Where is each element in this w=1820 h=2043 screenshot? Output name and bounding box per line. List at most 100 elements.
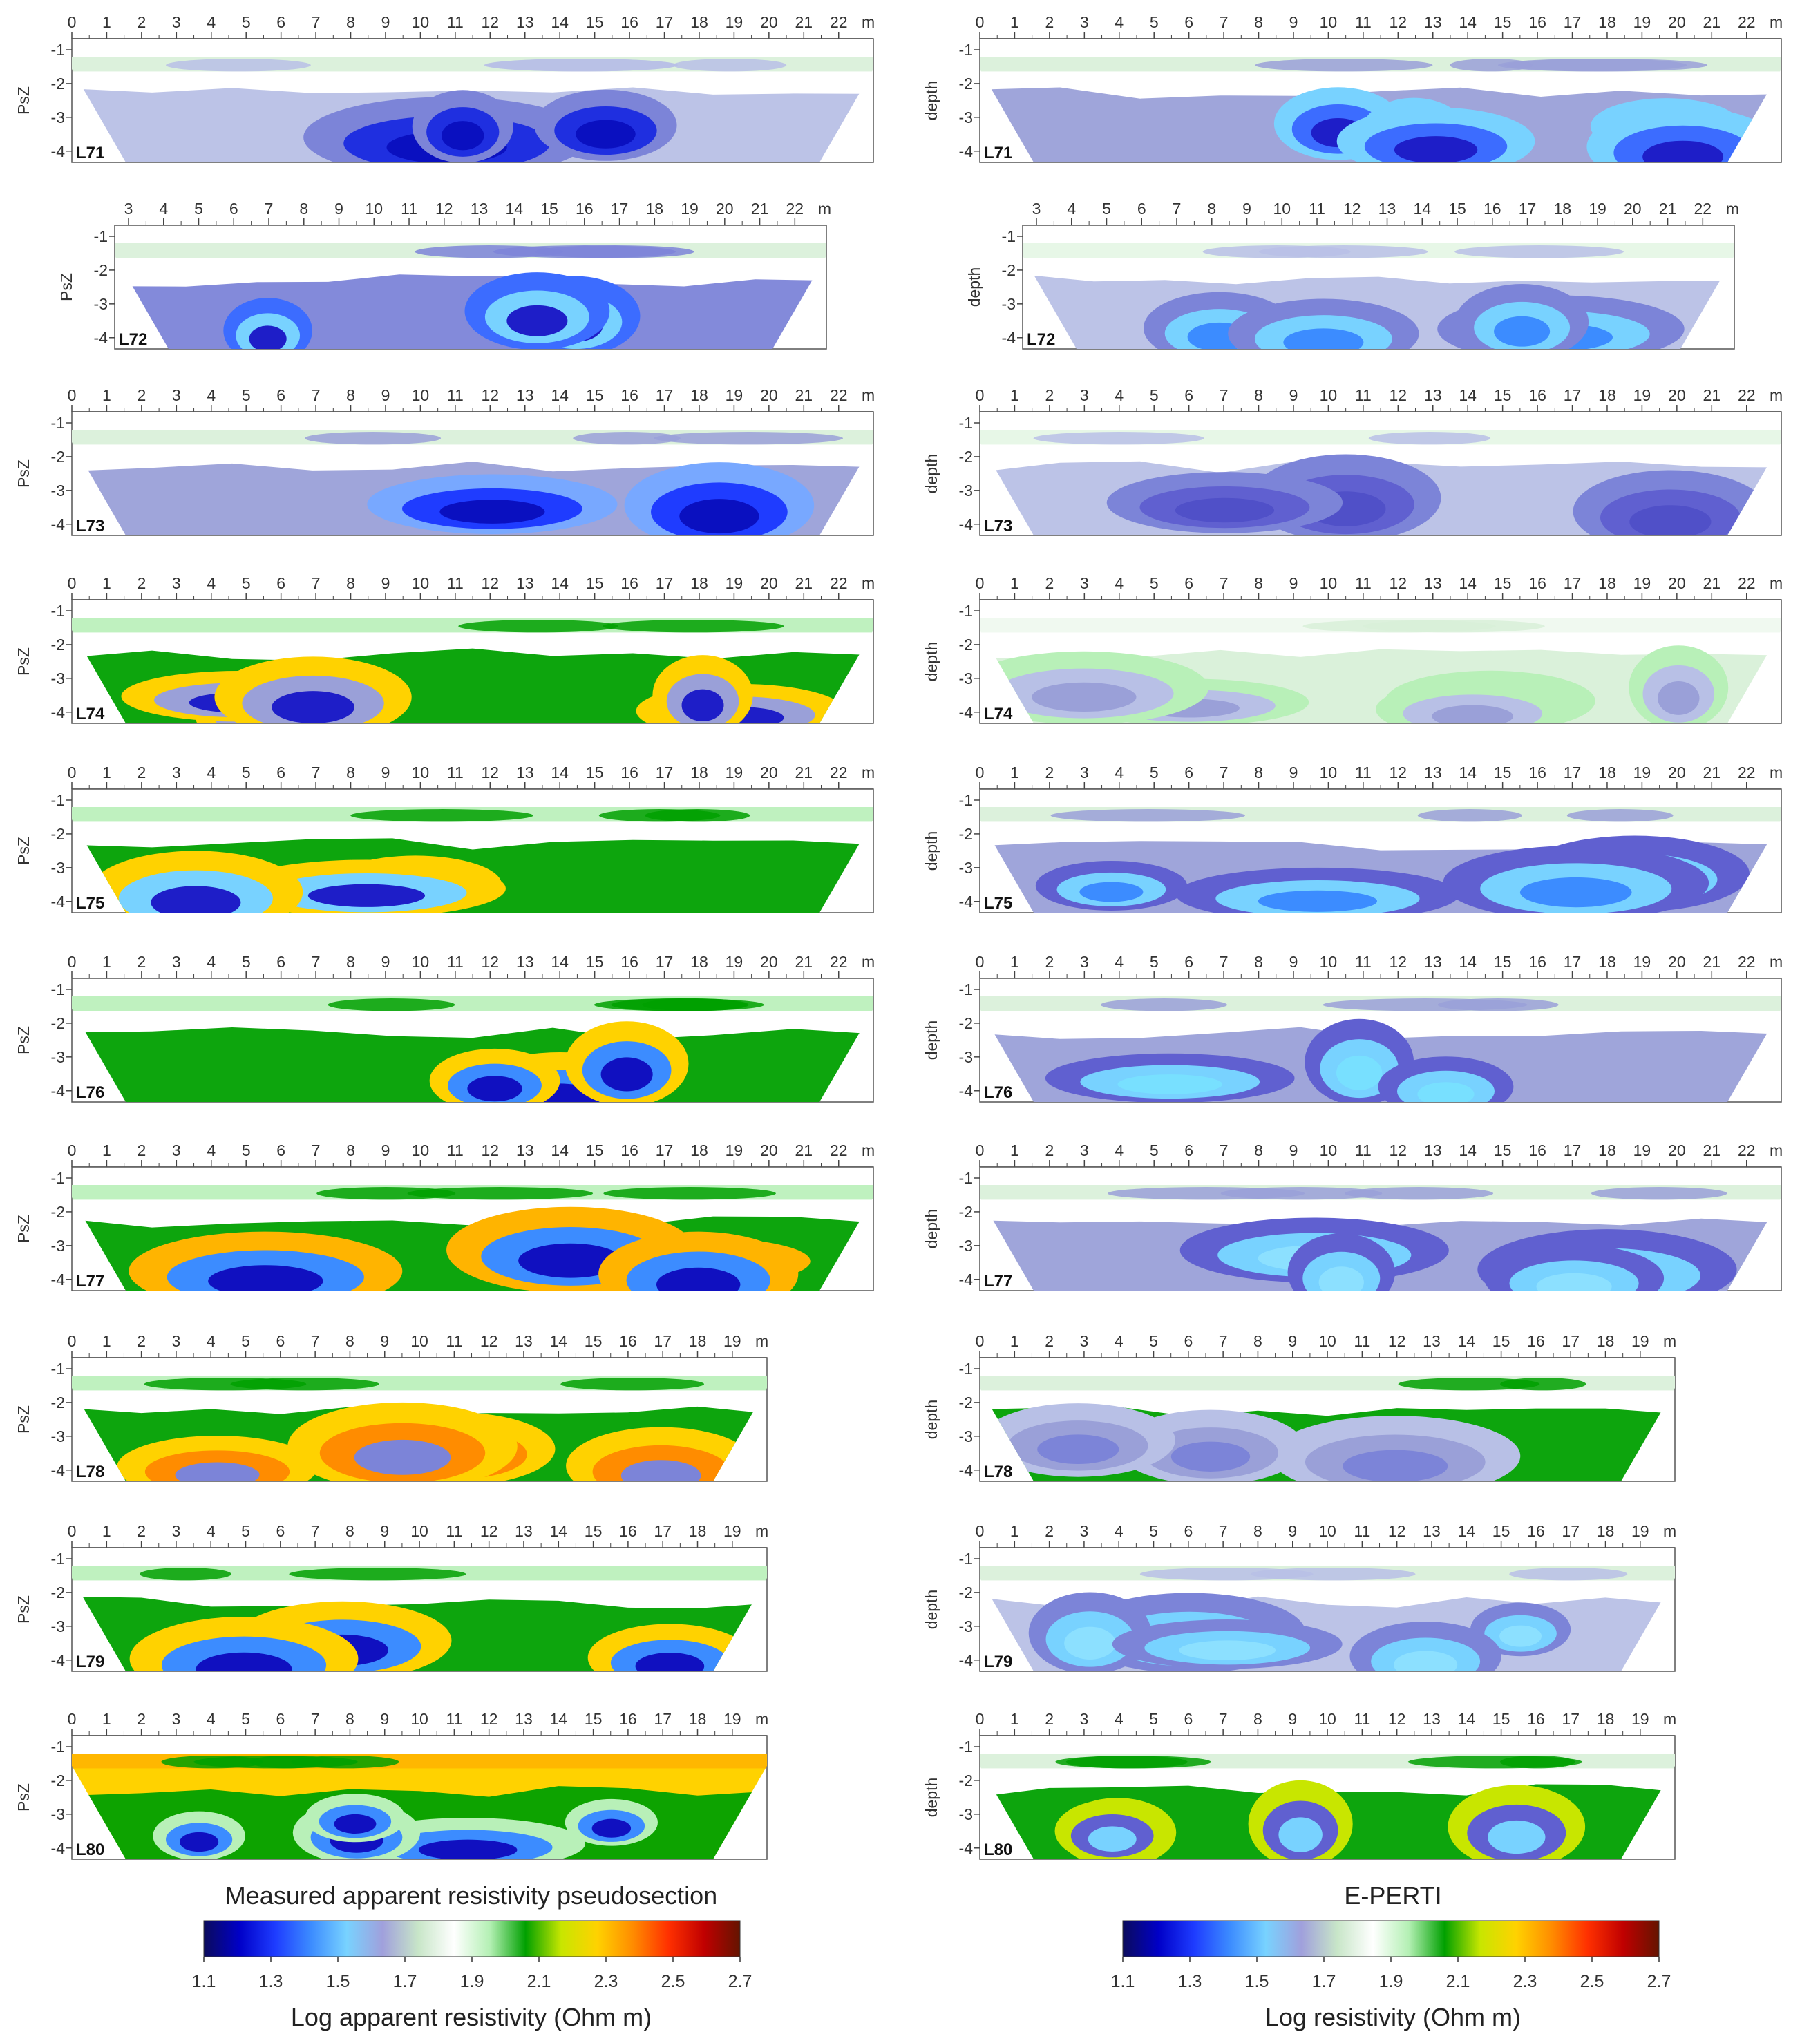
x-tick-label: 1 [1010, 386, 1019, 404]
x-tick-label: 9 [381, 13, 390, 31]
x-tick-label: 21 [795, 574, 813, 592]
x-tick-label: 8 [345, 1522, 354, 1540]
contour-band [1258, 245, 1428, 258]
x-tick-label: 0 [976, 386, 985, 404]
contour-core [1037, 1434, 1119, 1465]
x-tick-label: 15 [540, 200, 558, 218]
y-tick-label: -2 [51, 75, 65, 93]
x-tick-label: 5 [1150, 1141, 1159, 1159]
x-tick-label: 3 [172, 953, 181, 971]
x-tick-label: 6 [276, 1522, 285, 1540]
x-tick-label: 3 [172, 1710, 181, 1728]
x-tick-label: 10 [412, 574, 430, 592]
x-tick-label: 9 [381, 953, 390, 971]
contour-band [1344, 1187, 1494, 1200]
x-tick-label: 18 [1598, 953, 1616, 971]
contour-core [334, 1814, 377, 1834]
contour-band [289, 1568, 466, 1581]
x-tick-label: 22 [1738, 1141, 1756, 1159]
y-tick-label: -3 [51, 669, 65, 687]
x-tick-label: 21 [1703, 574, 1721, 592]
y-tick-label: -4 [959, 142, 974, 160]
y-tick-label: -1 [959, 1738, 973, 1756]
x-tick-label: 4 [1067, 200, 1076, 218]
x-tick-label: 16 [1528, 953, 1546, 971]
y-tick-label: -3 [94, 295, 108, 313]
x-tick-label: 15 [586, 13, 604, 31]
y-tick-label: -1 [51, 414, 65, 432]
x-tick-label: 21 [751, 200, 769, 218]
x-tick-label: 12 [480, 1710, 498, 1728]
y-tick-label: -1 [959, 980, 973, 998]
x-tick-label: 19 [723, 1332, 741, 1350]
x-tick-label: 7 [1220, 13, 1229, 31]
x-tick-label: 6 [276, 953, 285, 971]
x-tick-label: 16 [620, 574, 638, 592]
x-tick-label: 8 [346, 13, 355, 31]
x-tick-label: 16 [1528, 13, 1546, 31]
contour-band [407, 1187, 594, 1200]
x-tick-label: 5 [1102, 200, 1111, 218]
x-tick-label: 9 [1289, 386, 1298, 404]
x-unit-label: m [755, 1710, 768, 1728]
section-label: L80 [76, 1841, 104, 1859]
x-tick-label: 13 [1424, 574, 1442, 592]
x-tick-label: 11 [447, 1141, 464, 1159]
y-tick-label: -1 [94, 227, 108, 245]
x-tick-label: 5 [1150, 763, 1159, 781]
contour-band [1250, 1568, 1416, 1581]
x-tick-label: 14 [549, 1710, 567, 1728]
x-tick-label: 11 [1354, 1710, 1370, 1728]
x-tick-label: 10 [410, 1710, 428, 1728]
x-tick-label: 17 [656, 763, 674, 781]
x-tick-label: 15 [585, 1710, 603, 1728]
contour-core [1088, 1826, 1137, 1852]
section-contours [72, 1185, 873, 1291]
contour-core [1175, 497, 1275, 523]
y-axis-label: depth [922, 1778, 940, 1818]
x-tick-label: 13 [1424, 386, 1442, 404]
section-l72-left: 3 4 5 6 7 8 9 10 11 12 13 14 15 16 17 18 19 20 21 22 m -1 -2 -3… [57, 200, 831, 350]
x-tick-label: 6 [1184, 763, 1193, 781]
x-tick-label: 4 [207, 1141, 216, 1159]
section-l74-right: 0 1 2 3 4 5 6 7 8 9 10 11 12 13 14 15 16 17 18 19 20 21 22 m-1-… [922, 574, 1783, 724]
x-tick-label: 8 [1254, 1141, 1263, 1159]
x-tick-label: 15 [586, 763, 604, 781]
left-colorbar-ticks: 1.1 1.3 1.5 1.7 1.9 2.1 2.3 2.5 2.7 [192, 1957, 752, 1991]
y-tick-label: -2 [51, 1584, 65, 1602]
x-tick-label: 18 [1598, 13, 1616, 31]
y-tick-label: -1 [51, 791, 65, 809]
x-tick-label: 15 [1492, 1710, 1510, 1728]
contour-band [573, 432, 681, 445]
x-tick-label: 21 [1703, 1141, 1721, 1159]
x-tick-label: 12 [482, 953, 500, 971]
x-tick-label: 17 [656, 953, 674, 971]
x-tick-label: 3 [1080, 13, 1089, 31]
x-tick-label: 22 [1738, 953, 1756, 971]
x-tick-label: 17 [1564, 574, 1582, 592]
section-contours [980, 996, 1781, 1102]
colorbar-tick-label: 2.1 [527, 1972, 551, 1991]
x-tick-label: 19 [723, 1522, 741, 1540]
x-tick-label: 6 [1184, 953, 1193, 971]
x-tick-label: 17 [656, 1141, 674, 1159]
y-tick-label: -1 [1002, 227, 1016, 245]
x-tick-label: 14 [551, 386, 569, 404]
x-tick-label: 17 [1564, 386, 1582, 404]
contour-core [354, 1439, 451, 1475]
section-contours [72, 57, 873, 162]
x-tick-label: 21 [795, 386, 813, 404]
y-tick-label: -1 [959, 602, 973, 620]
contour-core [1343, 1450, 1448, 1481]
section-l80-right: 0 1 2 3 4 5 6 7 8 9 10 11 12 13 14 15 16 17 18 19 m-1-2-3-4d… [922, 1710, 1676, 1860]
x-tick-label: 17 [611, 200, 629, 218]
y-tick-label: -1 [51, 1360, 65, 1378]
x-tick-label: 20 [1668, 763, 1686, 781]
x-tick-label: 12 [482, 763, 500, 781]
x-tick-label: 0 [976, 1332, 985, 1350]
x-tick-label: 17 [1564, 1141, 1582, 1159]
x-tick-label: 13 [516, 1141, 534, 1159]
x-tick-label: 14 [551, 13, 569, 31]
x-tick-label: 18 [1554, 200, 1572, 218]
x-tick-label: 3 [172, 13, 181, 31]
